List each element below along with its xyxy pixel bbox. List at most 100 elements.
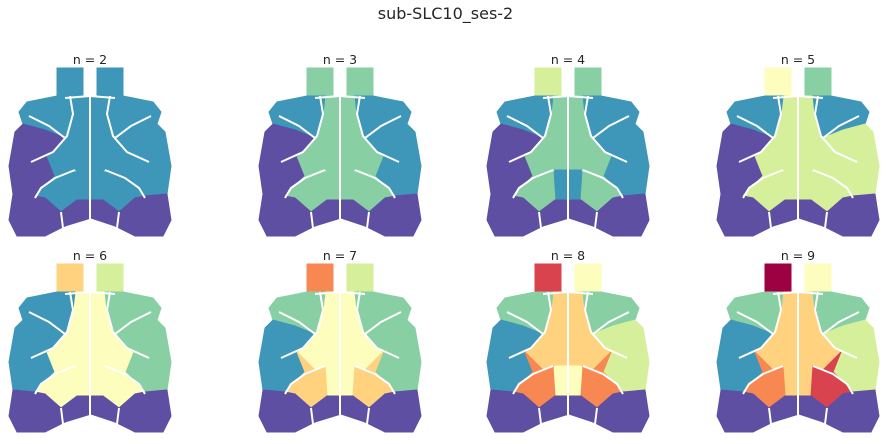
region-boundary xyxy=(538,211,542,229)
brain-map xyxy=(486,67,650,238)
region-boundary xyxy=(280,95,325,163)
region-olfactory-right xyxy=(346,67,374,97)
region-boundary xyxy=(314,291,341,295)
brain-map xyxy=(716,263,880,434)
region-boundary xyxy=(105,95,150,163)
region-boundary xyxy=(34,365,76,395)
region-boundary xyxy=(738,291,783,359)
region-boundary xyxy=(280,291,325,359)
region-boundary xyxy=(742,169,784,199)
clustering-panel: n = 9 xyxy=(713,248,883,434)
region-boundary xyxy=(114,311,152,335)
brain-map xyxy=(258,67,422,238)
region-boundary xyxy=(512,365,554,395)
panel-title: n = 3 xyxy=(322,52,358,67)
region-boundary xyxy=(278,311,316,335)
region-boundary xyxy=(542,95,569,99)
brain-map xyxy=(8,263,172,434)
panel-title: n = 6 xyxy=(72,248,108,263)
region-boundary xyxy=(592,311,630,335)
region-boundary xyxy=(508,291,553,359)
figure-title: sub-SLC10_ses-2 xyxy=(377,4,514,23)
panel-title: n = 9 xyxy=(780,248,816,263)
region-olfactory-right xyxy=(574,67,602,97)
region-boundary xyxy=(89,95,116,99)
region-boundary xyxy=(60,211,64,229)
region-boundary xyxy=(104,169,146,199)
panel-title: n = 8 xyxy=(550,248,586,263)
region-boundary xyxy=(583,291,628,359)
region-boundary xyxy=(284,169,326,199)
region-boundary xyxy=(339,95,366,99)
region-boundary xyxy=(742,365,784,395)
region-boundary xyxy=(772,95,799,99)
region-boundary xyxy=(592,115,630,139)
region-boundary xyxy=(594,211,598,229)
region-olfactory-left xyxy=(534,67,562,97)
region-boundary xyxy=(813,95,858,163)
panel-title: n = 7 xyxy=(322,248,358,263)
region-boundary xyxy=(64,291,91,295)
region-boundary xyxy=(567,291,594,295)
region-boundary xyxy=(116,211,120,229)
region-olfactory-left xyxy=(56,67,84,97)
region-boundary xyxy=(768,407,772,425)
region-boundary xyxy=(797,291,824,295)
region-boundary xyxy=(506,115,544,139)
region-olfactory-left xyxy=(534,263,562,293)
region-boundary xyxy=(116,407,120,425)
region-olfactory-right xyxy=(96,263,124,293)
region-boundary xyxy=(582,169,624,199)
region-boundary xyxy=(594,407,598,425)
region-boundary xyxy=(314,95,341,99)
region-boundary xyxy=(772,291,799,295)
clustering-panel: n = 5 xyxy=(713,52,883,238)
region-olfactory-left xyxy=(306,263,334,293)
clustering-panel: n = 2 xyxy=(5,52,175,238)
panel-title: n = 5 xyxy=(780,52,816,67)
region-olfactory-right xyxy=(96,67,124,97)
region-boundary xyxy=(28,115,66,139)
region-olfactory-right xyxy=(804,263,832,293)
region-boundary xyxy=(824,407,828,425)
region-boundary xyxy=(366,211,370,229)
region-boundary xyxy=(812,365,854,395)
region-boundary xyxy=(824,211,828,229)
region-boundary xyxy=(582,365,624,395)
region-olfactory-right xyxy=(346,263,374,293)
region-boundary xyxy=(105,291,150,359)
region-boundary xyxy=(364,115,402,139)
region-boundary xyxy=(542,291,569,295)
region-boundary xyxy=(60,407,64,425)
region-boundary xyxy=(284,365,326,395)
brain-map xyxy=(716,67,880,238)
region-boundary xyxy=(366,407,370,425)
clustering-panel: n = 7 xyxy=(255,248,425,434)
brain-map xyxy=(8,67,172,238)
region-olfactory-left xyxy=(764,263,792,293)
region-boundary xyxy=(278,115,316,139)
region-boundary xyxy=(538,407,542,425)
region-boundary xyxy=(768,211,772,229)
region-boundary xyxy=(104,365,146,395)
region-boundary xyxy=(339,291,366,295)
panel-title: n = 4 xyxy=(550,52,586,67)
region-boundary xyxy=(89,291,116,295)
region-boundary xyxy=(797,95,824,99)
region-boundary xyxy=(354,365,396,395)
clustering-panel: n = 6 xyxy=(5,248,175,434)
region-boundary xyxy=(822,311,860,335)
clustering-panel: n = 3 xyxy=(255,52,425,238)
brain-map xyxy=(486,263,650,434)
region-boundary xyxy=(310,407,314,425)
region-boundary xyxy=(354,169,396,199)
panel-title: n = 2 xyxy=(72,52,108,67)
brain-map xyxy=(258,263,422,434)
region-boundary xyxy=(506,311,544,335)
region-boundary xyxy=(364,311,402,335)
region-olfactory-right xyxy=(804,67,832,97)
region-boundary xyxy=(508,95,553,163)
region-boundary xyxy=(813,291,858,359)
region-olfactory-left xyxy=(764,67,792,97)
region-boundary xyxy=(28,311,66,335)
